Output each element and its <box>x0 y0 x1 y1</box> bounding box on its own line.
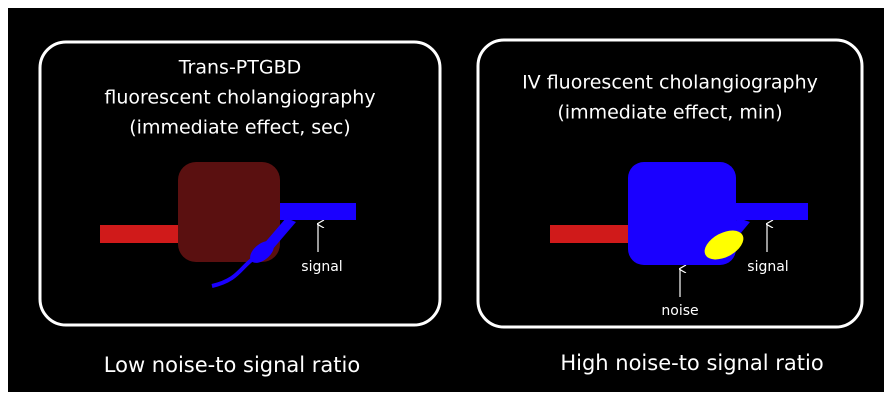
panel-title: IV fluorescent cholangiography <box>522 72 818 94</box>
caption: Low noise-to signal ratio <box>104 353 360 377</box>
panel-title: fluorescent cholangiography <box>104 87 375 109</box>
label: signal <box>747 259 788 275</box>
caption: High noise-to signal ratio <box>560 351 823 375</box>
page: Trans-PTGBD fluorescent cholangiography … <box>0 0 890 395</box>
panel-title: (immediate effect, min) <box>557 102 782 124</box>
label: noise <box>661 303 698 319</box>
background <box>8 8 884 392</box>
bile-duct <box>730 203 808 220</box>
vessel <box>100 225 182 243</box>
label: signal <box>301 259 342 275</box>
vessel <box>550 225 632 243</box>
panel-title: (immediate effect, sec) <box>129 117 350 139</box>
panel-title: Trans-PTGBD <box>178 57 302 79</box>
diagram: Trans-PTGBD fluorescent cholangiography … <box>0 0 890 395</box>
bile-duct <box>280 203 356 220</box>
